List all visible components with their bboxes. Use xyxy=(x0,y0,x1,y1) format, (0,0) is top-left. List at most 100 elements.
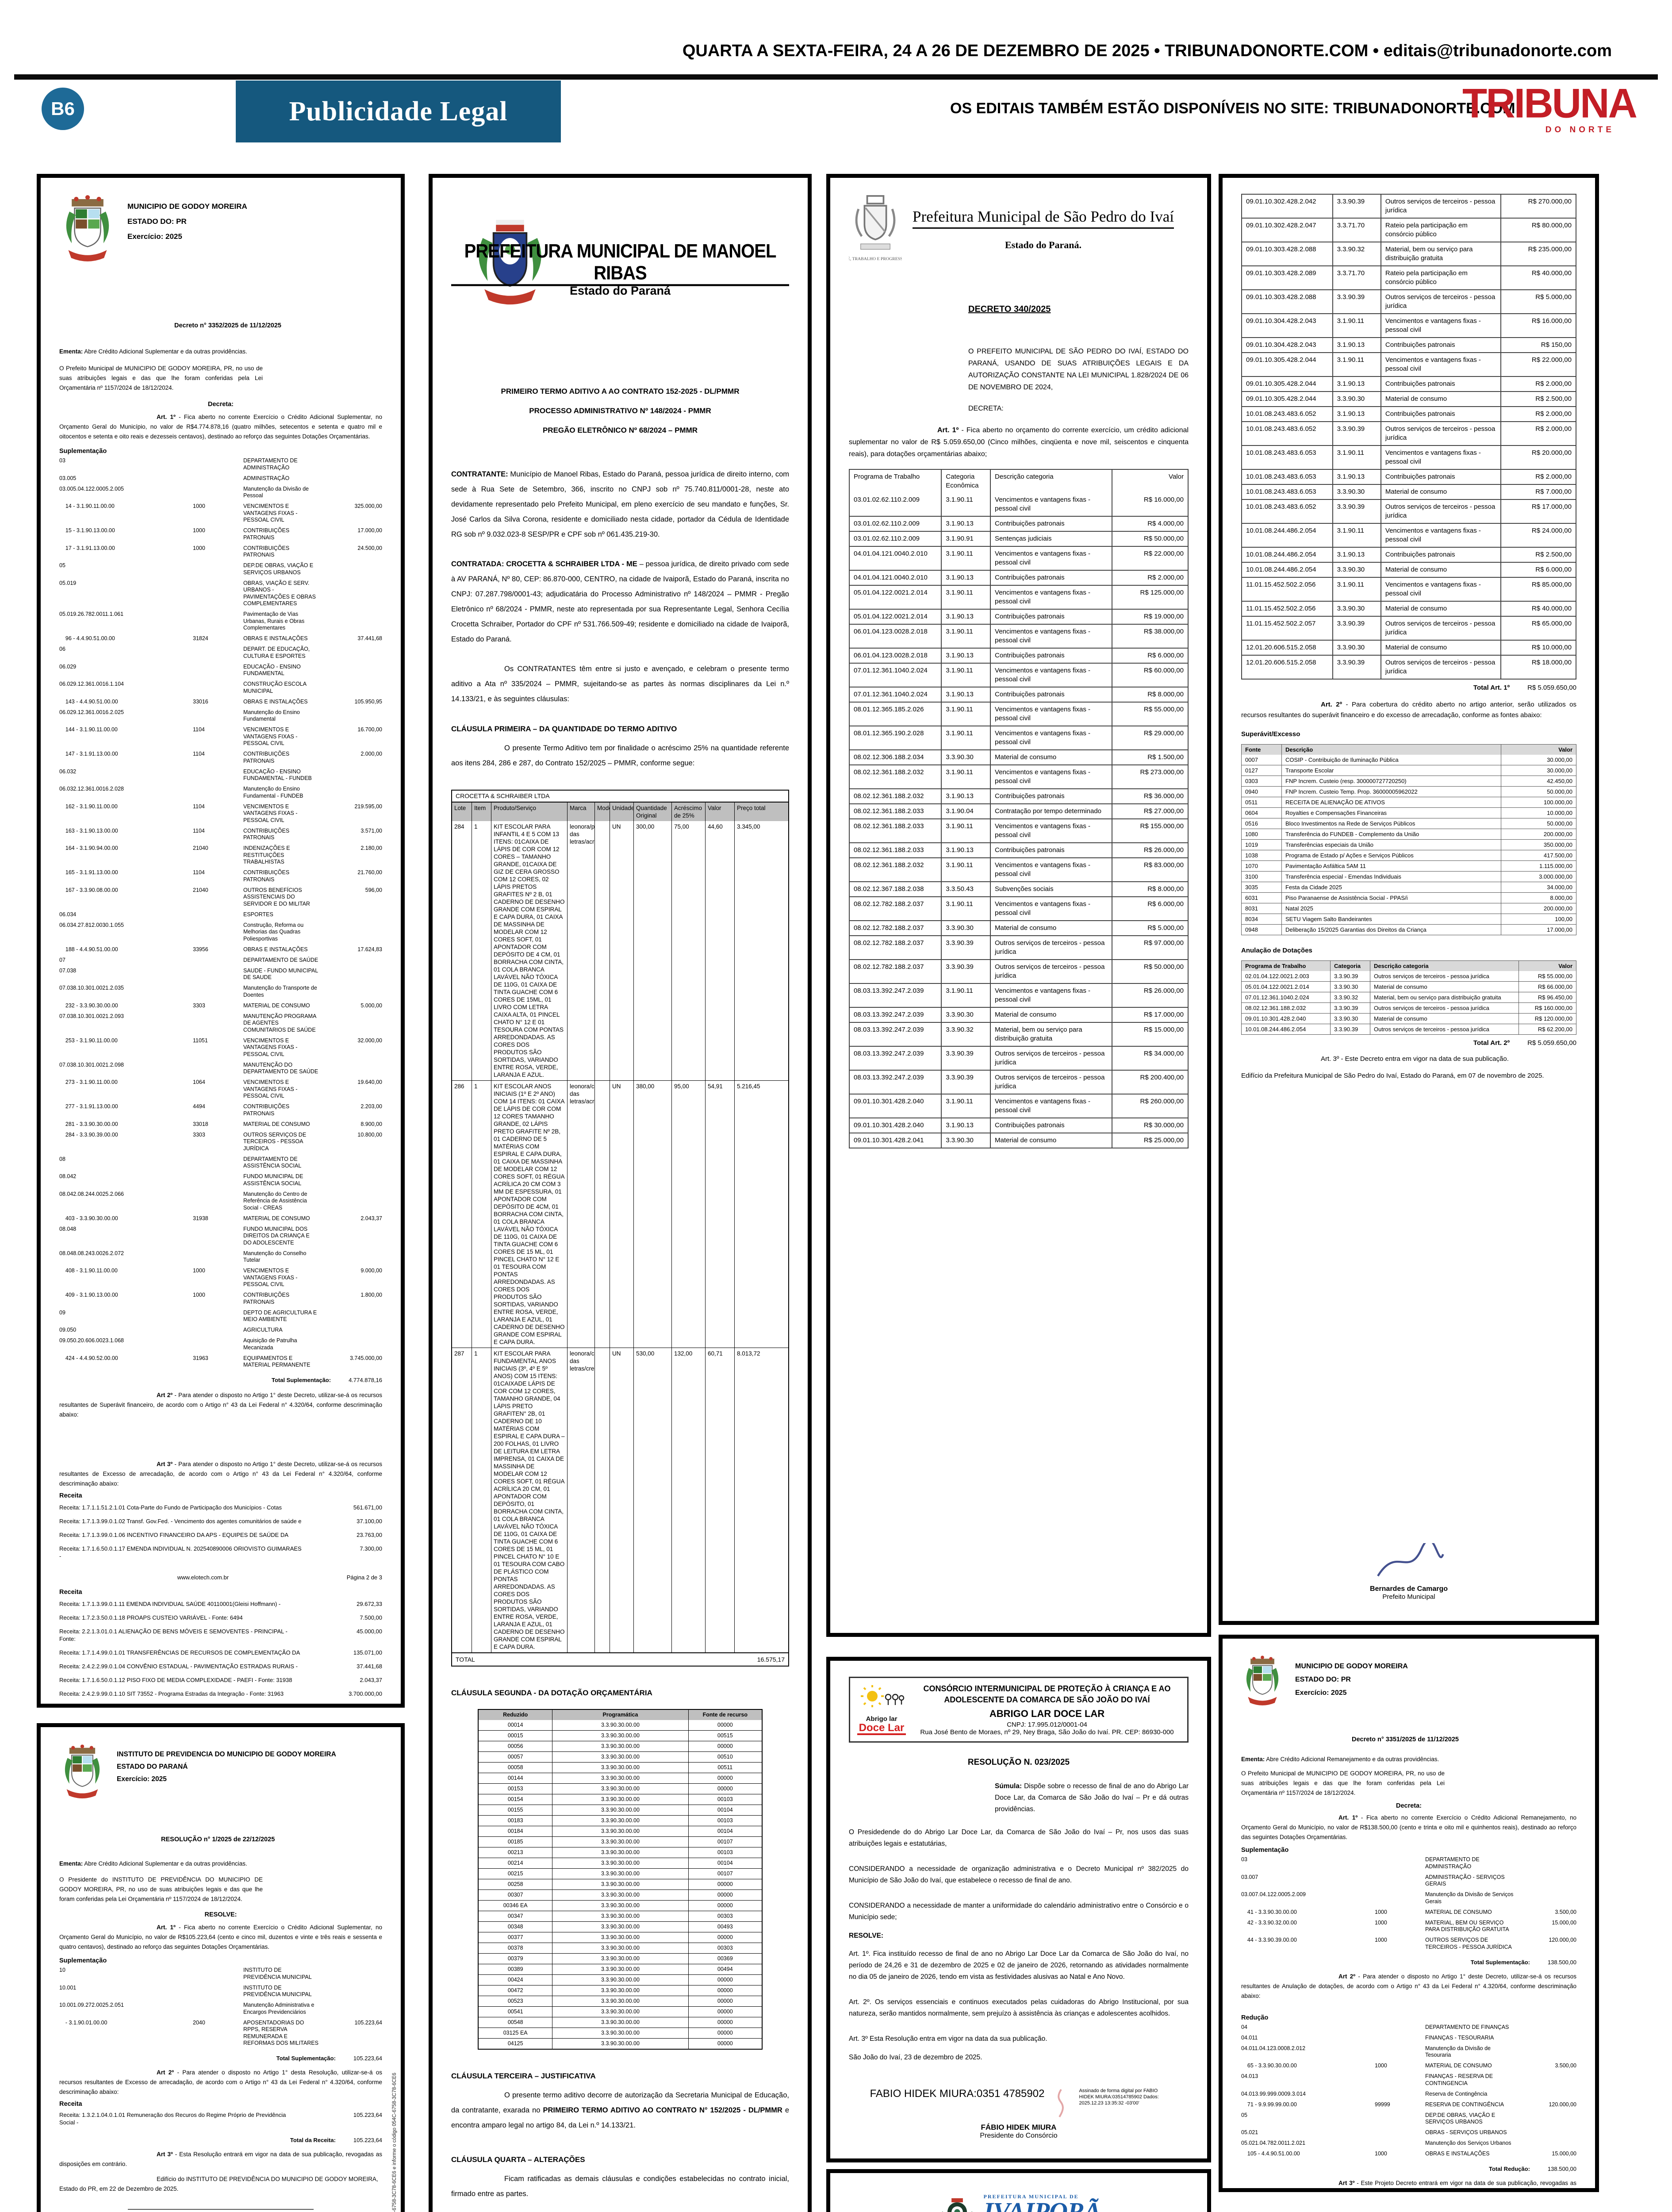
code-cell: 147 - 3.1.91.13.00.00 xyxy=(59,751,118,757)
code-cell: - 3.1.90.01.00.00 xyxy=(59,2019,107,2026)
source-cell: 1104 xyxy=(193,869,205,876)
desc-cell: OBRAS E INSTALAÇÕES xyxy=(243,635,308,641)
value-cell: 9.000,00 xyxy=(360,1267,382,1274)
categoria-cell: 3.1.90.13 xyxy=(941,789,990,803)
table-row: 188 - 4.4.90.51.00.00 33956 OBRAS E INSTAL… xyxy=(59,946,382,953)
fonte-cell: 3035 xyxy=(1245,884,1258,891)
table-row: 00472 3.3.90.30.00.00 00000 xyxy=(479,1985,762,1996)
table-row: 00153 3.3.90.30.00.00 00000 xyxy=(479,1783,762,1794)
marca-cell: leonora/credeal/vale das letras/credeal/… xyxy=(567,1348,594,1652)
table-row: 0948 Deliberação 15/2025 Garantias dos Di… xyxy=(1242,924,1576,935)
valor-cell: R$ 66.000,00 xyxy=(1519,982,1576,992)
descricao-cell: Outros serviços de terceiros - pessoa ju… xyxy=(990,960,1112,983)
modelo-cell xyxy=(594,821,610,1080)
table-row: 08.048.08.243.0026.2.072 Manutenção do Co… xyxy=(59,1250,382,1264)
programatica-cell: 3.3.90.30.00.00 xyxy=(552,1783,688,1794)
reduzido-cell: 00058 xyxy=(507,1764,523,1770)
signer-name: Bernardes de Camargo xyxy=(1369,1585,1448,1593)
lote-cell: 286 xyxy=(454,1083,464,1090)
code-cell: 08.048 xyxy=(59,1225,77,1232)
dotacao-rows: 00014 3.3.90.30.00.00 00000 00015 3.3.90.30.… xyxy=(479,1720,762,2049)
reduzido-cell: 00307 xyxy=(507,1891,523,1898)
valor-cell: R$ 6.000,00 xyxy=(1500,563,1576,577)
reduzido-cell: 04125 xyxy=(507,2040,523,2047)
table-row: 12.01.20.606.515.2.058 3.3.90.30 Material … xyxy=(1242,640,1576,655)
value-cell: 1.800,00 xyxy=(360,1292,382,1298)
value-cell: 2.203,00 xyxy=(360,1103,382,1110)
source-cell: 31963 xyxy=(193,1355,208,1361)
contract-title-2: PROCESSO ADMINISTRATIVO Nº 148/2024 - PM… xyxy=(529,407,711,415)
descricao-cell: Vencimentos e vantagens fixas - pessoal … xyxy=(990,858,1112,881)
value-cell: 105.223,64 xyxy=(354,2019,382,2026)
table-row: 10.01.08.243.483.6.052 3.3.90.39 Outros se… xyxy=(1242,499,1576,523)
table-row: 08.048 FUNDO MUNICIPAL DOS DIREITOS DA CR… xyxy=(59,1226,382,1247)
code-cell: 08.042 xyxy=(59,1173,77,1179)
editais-email[interactable]: editais@tribunadonorte.com xyxy=(1383,42,1612,60)
table-row: 09.01.10.301.428.2.040 3.3.90.30 Material … xyxy=(1242,1013,1576,1024)
table-row: 08.02.12.782.188.2.037 3.3.90.39 Outros se… xyxy=(850,935,1188,959)
receita-desc: Receita: 1.7.1.3.99.0.1.11 EMENDA INDIVI… xyxy=(59,1601,281,1607)
valor-cell: R$ 17.000,00 xyxy=(1500,500,1576,523)
valor-cell: 100.000,00 xyxy=(1501,797,1576,807)
unidade-cell: UN xyxy=(610,821,633,1080)
receita-value: 135.071,00 xyxy=(353,1649,382,1656)
valor-cell: R$ 235.000,00 xyxy=(1500,242,1576,265)
programa-cell: 09.01.10.301.428.2.040 xyxy=(854,1098,924,1105)
resolve-label: RESOLVE: xyxy=(204,1911,237,1918)
programa-cell: 08.02.12.361.188.2.033 xyxy=(854,822,924,830)
desc-cell: CONTRIBUIÇÕES PATRONAIS xyxy=(243,527,290,541)
receita-desc: Receita: 1.7.1.6.50.0.1.17 EMENDA INDIVI… xyxy=(59,1545,302,1559)
descricao-cell: Outros serviços de terceiros - pessoa ju… xyxy=(990,1071,1112,1094)
receita-list: Receita: 1.7.1.1.51.2.1.01 Cota-Parte do… xyxy=(59,1504,382,1566)
item-cell: 1 xyxy=(472,1348,491,1652)
valor-cell: 50.000,00 xyxy=(1501,818,1576,829)
code-cell: 44 - 3.3.90.39.00.00 xyxy=(1241,1937,1297,1943)
descricao-cell: Vencimentos e vantagens fixas - pessoal … xyxy=(990,819,1112,842)
table-row: 03.005.04.122.0005.2.005 Manutenção da Di… xyxy=(59,486,382,499)
descricao-cell: Material de consumo xyxy=(990,1133,1112,1148)
table-row: 09.01.10.303.428.2.088 3.3.90.39 Outros se… xyxy=(1242,289,1576,313)
reducao-table: 04 DEPARTAMENTO DE FINANÇAS 04.011 FINANÇAS… xyxy=(1241,2024,1576,2162)
categoria-cell: 3.3.90.30 xyxy=(1332,602,1381,616)
descricao-cell: RECEITA DE ALIENAÇÃO DE ATIVOS xyxy=(1281,797,1501,807)
table-row: 03.005 ADMINISTRAÇÃO xyxy=(59,475,382,482)
receita-label-2: Receita xyxy=(59,1589,82,1596)
programa-cell: 10.01.08.243.483.6.053 xyxy=(1246,449,1316,457)
budget-rows: 09.01.10.302.428.2.042 3.3.90.39 Outros se… xyxy=(1242,195,1576,679)
descricao-cell: Contribuições patronais xyxy=(1380,338,1500,352)
valor-cell: R$ 22.000,00 xyxy=(1500,353,1576,376)
descricao-cell: Bloco Investimentos na Rede de Serviços … xyxy=(1281,818,1501,829)
programa-cell: 10.01.08.244.486.2.054 xyxy=(1245,1026,1306,1033)
descricao-cell: Outros serviços de terceiros - pessoa ju… xyxy=(1380,290,1500,313)
valor-cell: R$ 22.000,00 xyxy=(1112,547,1188,570)
programa-cell: 08.02.12.361.188.2.032 xyxy=(854,861,924,869)
desc-cell: FUNDO MUNICIPAL DE ASSISTÊNCIA SOCIAL xyxy=(243,1173,303,1187)
categoria-cell: 3.1.90.13 xyxy=(941,571,990,585)
descricao-cell: SETU Viagem Salto Bandeirantes xyxy=(1281,914,1501,924)
valor-cell: R$ 18.000,00 xyxy=(1500,656,1576,679)
reducao-label: Redução xyxy=(1241,2014,1269,2021)
decreta-label: Decreta: xyxy=(1396,1802,1422,1809)
fonte-cell: 00000 xyxy=(688,1720,762,1730)
abrigo-name: ABRIGO LAR DOCE LAR xyxy=(989,1708,1105,1719)
fonte-cell: 00494 xyxy=(688,1964,762,1974)
table-row: 00214 3.3.90.30.00.00 00104 xyxy=(479,1857,762,1868)
table-row: 06.01.04.123.0028.2.018 3.1.90.11 Vencimen… xyxy=(850,624,1188,648)
code-cell: 17 - 3.1.91.13.00.00 xyxy=(59,545,115,551)
doc-sao-pedro-decreto-340: FÉ, TRABALHO E PROGRESSO Prefeitura Muni… xyxy=(826,174,1211,1637)
categoria-cell: 3.1.90.13 xyxy=(1332,338,1381,352)
reduzido-cell: 00346 EA xyxy=(503,1902,528,1909)
fonte-cell: 00515 xyxy=(688,1730,762,1741)
categoria-cell: 3.1.90.11 xyxy=(1332,314,1381,337)
table-row: 00015 3.3.90.30.00.00 00515 xyxy=(479,1730,762,1741)
receita-row: Receita: 1.7.1.6.50.0.1.17 EMENDA INDIVI… xyxy=(59,1545,382,1560)
table-row: 44 - 3.3.90.39.00.00 1000 OUTROS SERVIÇOS … xyxy=(1241,1937,1576,1951)
godoy-moreira-crest-icon xyxy=(65,1744,100,1799)
table-row: 08.02.12.361.188.2.033 3.1.90.04 Contrataç… xyxy=(850,803,1188,818)
site-url[interactable]: TRIBUNADONORTE.COM xyxy=(1165,42,1369,60)
valor-cell: R$ 273.000,00 xyxy=(1112,765,1188,788)
valor-cell: R$ 55.000,00 xyxy=(1519,971,1576,981)
table-row: 09.01.10.304.428.2.043 3.1.90.13 Contribui… xyxy=(1242,337,1576,352)
table-row: 08.02.12.361.188.2.032 3.1.90.13 Contribui… xyxy=(850,788,1188,803)
